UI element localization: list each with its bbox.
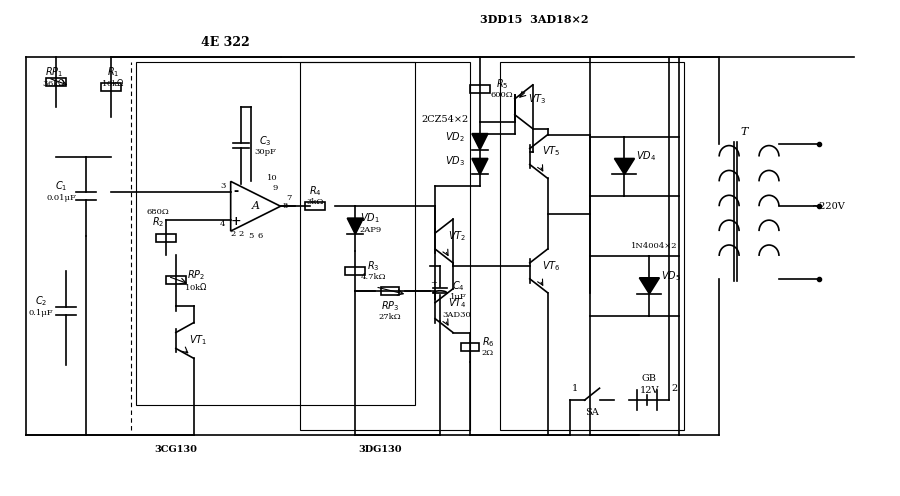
Text: 1μF: 1μF bbox=[450, 293, 466, 301]
Text: 4E 322: 4E 322 bbox=[202, 36, 250, 49]
Text: +: + bbox=[430, 279, 437, 287]
Text: 4: 4 bbox=[220, 220, 226, 228]
Text: 8: 8 bbox=[283, 202, 288, 210]
Text: ~220V: ~220V bbox=[812, 202, 846, 211]
Text: 0.1μF: 0.1μF bbox=[29, 309, 54, 316]
Text: $RP_3$: $RP_3$ bbox=[381, 299, 400, 312]
Text: 600Ω: 600Ω bbox=[491, 91, 513, 99]
Text: $VT_4$: $VT_4$ bbox=[447, 296, 466, 310]
Text: $VD_3$: $VD_3$ bbox=[445, 155, 465, 168]
Bar bbox=[305, 202, 326, 210]
Text: 5: 5 bbox=[248, 232, 253, 240]
Text: 2AP9: 2AP9 bbox=[359, 226, 382, 234]
Text: 0.01μF: 0.01μF bbox=[46, 194, 76, 202]
Polygon shape bbox=[472, 133, 488, 150]
Text: 4.7kΩ: 4.7kΩ bbox=[361, 273, 386, 281]
Text: $RP_2$: $RP_2$ bbox=[186, 268, 205, 282]
Text: $R_3$: $R_3$ bbox=[367, 259, 380, 273]
Text: 2: 2 bbox=[230, 230, 235, 238]
Bar bbox=[156, 234, 176, 242]
Text: $C_2$: $C_2$ bbox=[35, 294, 48, 308]
Text: 680Ω: 680Ω bbox=[147, 208, 169, 216]
Text: A: A bbox=[252, 201, 259, 211]
Text: $R_1$: $R_1$ bbox=[107, 65, 119, 79]
Text: $VT_2$: $VT_2$ bbox=[448, 229, 466, 243]
Text: +: + bbox=[230, 215, 241, 228]
Text: 3: 3 bbox=[220, 183, 225, 190]
Text: $R_2$: $R_2$ bbox=[152, 215, 164, 229]
Text: $R_5$: $R_5$ bbox=[496, 77, 508, 91]
Text: $VT_6$: $VT_6$ bbox=[543, 259, 561, 273]
Text: 2: 2 bbox=[238, 230, 243, 238]
Text: 3AD30: 3AD30 bbox=[443, 310, 472, 318]
Text: -: - bbox=[233, 185, 238, 198]
Polygon shape bbox=[615, 159, 634, 175]
Text: 30pF: 30pF bbox=[255, 147, 276, 156]
Polygon shape bbox=[472, 159, 488, 175]
Text: 6: 6 bbox=[258, 232, 263, 240]
Polygon shape bbox=[639, 278, 660, 294]
Bar bbox=[382, 287, 400, 295]
Text: 10k$\Omega$: 10k$\Omega$ bbox=[101, 77, 125, 88]
Text: GB: GB bbox=[642, 374, 657, 383]
Bar bbox=[461, 343, 479, 352]
Text: 27kΩ: 27kΩ bbox=[379, 312, 401, 320]
Text: 9: 9 bbox=[273, 185, 278, 192]
Text: $VT_5$: $VT_5$ bbox=[543, 145, 561, 158]
Bar bbox=[301, 62, 470, 430]
Bar bbox=[500, 62, 684, 430]
Bar bbox=[346, 267, 365, 275]
Text: $C_4$: $C_4$ bbox=[452, 279, 464, 293]
Polygon shape bbox=[347, 218, 364, 234]
Bar bbox=[101, 83, 121, 91]
Text: 3CG130: 3CG130 bbox=[154, 445, 197, 454]
Bar bbox=[136, 62, 415, 405]
Text: T: T bbox=[741, 126, 748, 137]
Text: 2CZ54×2: 2CZ54×2 bbox=[421, 115, 469, 124]
Bar bbox=[470, 85, 490, 93]
Text: $VD_1$: $VD_1$ bbox=[360, 211, 380, 225]
Text: 3kΩ: 3kΩ bbox=[307, 198, 324, 206]
Text: 36k$\Omega$: 36k$\Omega$ bbox=[42, 77, 66, 88]
Text: 3DD15  3AD18×2: 3DD15 3AD18×2 bbox=[481, 14, 589, 25]
Text: SA: SA bbox=[585, 408, 598, 417]
Text: $C_3$: $C_3$ bbox=[259, 134, 272, 147]
Text: 2Ω: 2Ω bbox=[482, 349, 494, 358]
Text: $R_6$: $R_6$ bbox=[482, 336, 494, 349]
Text: 3DG130: 3DG130 bbox=[358, 445, 402, 454]
Text: 1N4004×2: 1N4004×2 bbox=[631, 242, 678, 250]
Text: $VD_2$: $VD_2$ bbox=[446, 130, 464, 143]
Text: $VT_1$: $VT_1$ bbox=[189, 334, 207, 347]
Text: 10k$\Omega$: 10k$\Omega$ bbox=[184, 281, 208, 292]
Text: $R_4$: $R_4$ bbox=[309, 185, 322, 198]
Text: 2: 2 bbox=[671, 384, 678, 393]
Text: 1: 1 bbox=[572, 384, 578, 393]
Text: $RP_1$: $RP_1$ bbox=[45, 65, 63, 79]
Text: 10: 10 bbox=[267, 175, 278, 183]
Bar bbox=[46, 78, 67, 86]
Text: $VD_4$: $VD_4$ bbox=[636, 150, 656, 163]
Bar bbox=[166, 276, 185, 284]
Text: $VD_5$: $VD_5$ bbox=[662, 269, 681, 283]
Text: 7: 7 bbox=[286, 194, 292, 202]
Text: $VT_3$: $VT_3$ bbox=[527, 92, 546, 106]
Text: 12V: 12V bbox=[640, 386, 659, 395]
Text: $C_1$: $C_1$ bbox=[55, 180, 68, 193]
